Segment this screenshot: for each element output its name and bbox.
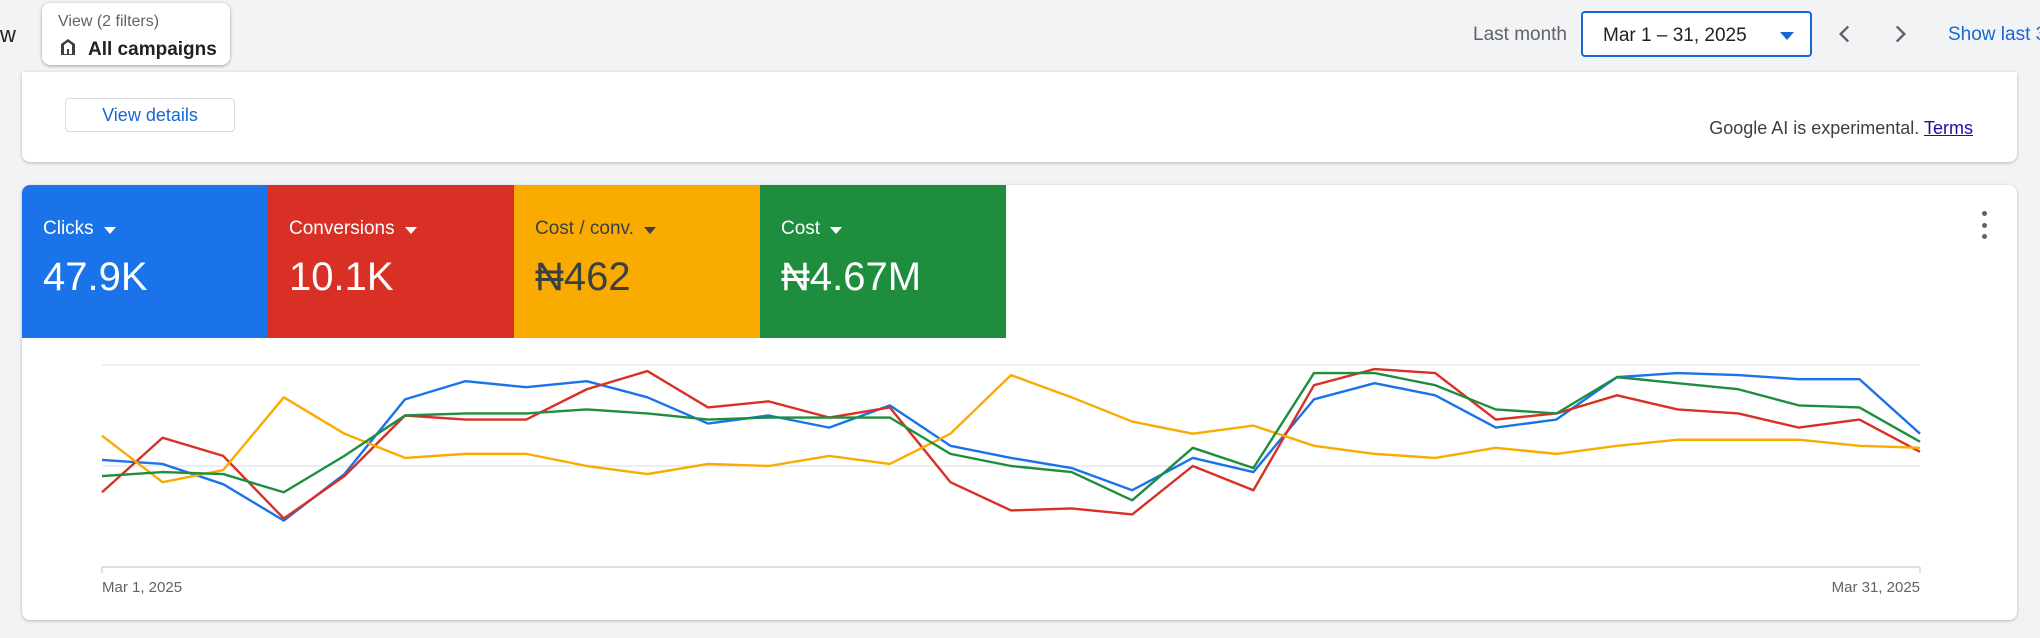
series-line-cost [101,371,1921,502]
metric-label: Clicks [43,218,116,240]
period-label: Last month [1473,24,1567,45]
more-options-icon[interactable] [1972,211,1996,239]
caret-down-icon [103,226,116,234]
chevron-right-icon [1895,25,1907,43]
metric-value: ₦4.67M [781,255,922,299]
building-icon [58,37,78,63]
filter-sublabel: View (2 filters) [58,13,160,30]
metric-label: Conversions [289,218,417,240]
previous-period-button[interactable] [1829,18,1861,50]
terms-link[interactable]: Terms [1924,118,1973,138]
caret-down-icon [643,226,656,234]
x-tick-label-start: Mar 1, 2025 [102,579,182,596]
campaign-filter-chip[interactable]: View (2 filters) All campaigns [42,3,230,65]
performance-chart-card: Clicks 47.9K Conversions 10.1K Cost / co… [22,185,2017,620]
line-chart: Mar 1, 2025 Mar 31, 2025 [101,364,1921,596]
ai-insights-card: View details Google AI is experimental. … [22,72,2017,162]
x-tick-label-end: Mar 31, 2025 [1832,579,1920,596]
series-line-cost-conv [101,373,1921,484]
caret-down-icon [830,226,843,234]
ai-disclaimer-text: Google AI is experimental. [1709,118,1920,138]
metric-tile-conversions[interactable]: Conversions 10.1K [268,185,514,338]
metric-tile-clicks[interactable]: Clicks 47.9K [22,185,268,338]
chevron-left-icon [1838,25,1850,43]
caret-down-icon [404,226,417,234]
metric-label: Cost [781,218,843,240]
filter-label-row: All campaigns [58,37,217,63]
metric-tile-cost-per-conversion[interactable]: Cost / conv. ₦462 [514,185,760,338]
metric-value: ₦462 [535,255,631,299]
metric-label: Cost / conv. [535,218,656,240]
filter-label: All campaigns [88,39,217,60]
metric-tile-cost[interactable]: Cost ₦4.67M [760,185,1006,338]
view-details-button[interactable]: View details [65,98,235,132]
date-range-value: Mar 1 – 31, 2025 [1603,25,1747,46]
top-bar: w View (2 filters) All campaigns Last mo… [0,0,2040,78]
metric-value: 10.1K [289,255,394,299]
date-range-select[interactable]: Mar 1 – 31, 2025 [1581,11,1812,57]
metric-value: 47.9K [43,255,148,299]
next-period-button[interactable] [1884,18,1916,50]
ai-disclaimer: Google AI is experimental. Terms [1709,118,1973,139]
page-title-fragment: w [0,22,16,47]
show-last-link[interactable]: Show last 3 [1948,24,2040,45]
chevron-down-icon [1780,32,1794,40]
